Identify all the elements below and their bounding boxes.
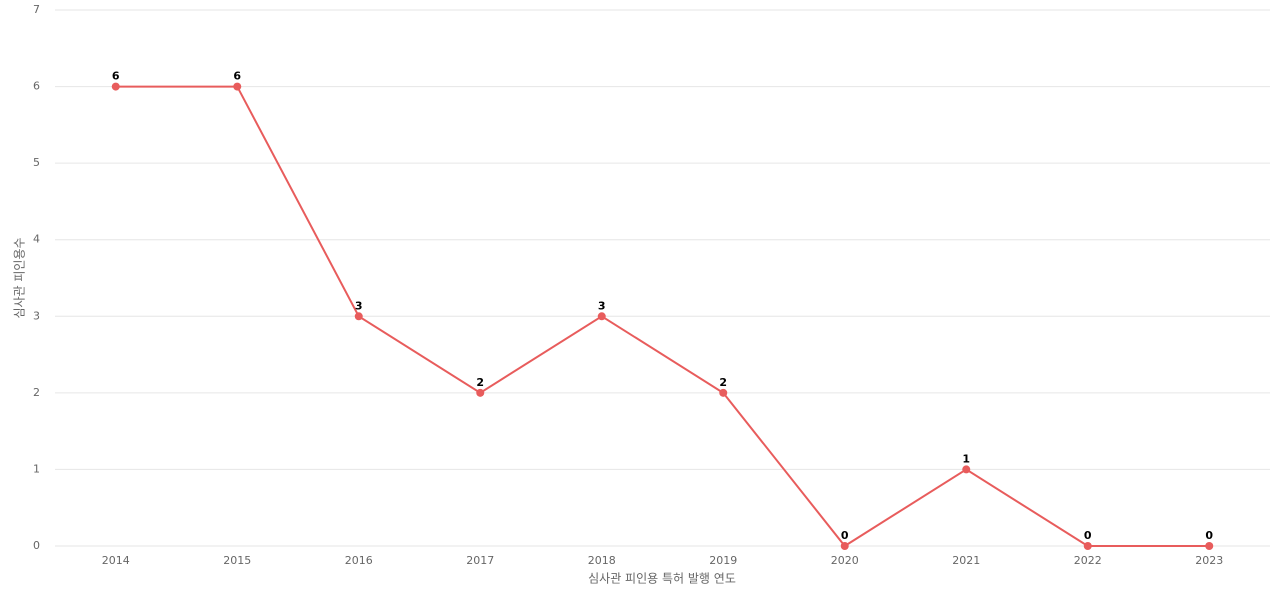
value-label: 3	[355, 299, 363, 312]
y-tick-label: 3	[33, 309, 40, 322]
point	[111, 82, 120, 91]
y-tick-label: 0	[33, 539, 40, 552]
x-tick-label: 2015	[223, 554, 251, 567]
point	[597, 312, 606, 321]
point	[719, 388, 728, 397]
point	[840, 542, 849, 550]
value-label: 6	[112, 70, 120, 83]
y-tick-label: 4	[33, 233, 40, 246]
y-tick-label: 2	[33, 386, 40, 399]
x-tick-label: 2018	[588, 554, 616, 567]
x-tick-label: 2020	[831, 554, 859, 567]
x-tick-label: 2014	[102, 554, 130, 567]
value-label: 3	[598, 299, 606, 312]
y-tick-label: 7	[33, 3, 40, 16]
point	[476, 388, 485, 397]
y-tick-label: 5	[33, 156, 40, 169]
x-tick-label: 2016	[345, 554, 373, 567]
value-label: 0	[841, 529, 849, 542]
x-axis-label: 심사관 피인용 특허 발행 연도	[588, 571, 736, 586]
point	[962, 465, 971, 474]
x-tick-label: 2021	[952, 554, 980, 567]
y-axis-label: 심사관 피인용수	[13, 237, 27, 318]
point	[354, 312, 363, 321]
y-tick-label: 6	[33, 80, 40, 93]
x-tick-label: 2023	[1195, 554, 1223, 567]
point	[1083, 542, 1092, 550]
value-label: 0	[1205, 529, 1213, 542]
line	[115, 85, 1210, 548]
point	[233, 82, 242, 91]
value-label: 6	[233, 70, 241, 83]
point	[1205, 542, 1214, 550]
x-tick-label: 2017	[466, 554, 494, 567]
value-label: 0	[1084, 529, 1092, 542]
value-label: 2	[719, 376, 727, 389]
value-label: 1	[962, 452, 970, 465]
value-label: 2	[476, 376, 484, 389]
y-tick-label: 1	[33, 462, 40, 475]
x-tick-label: 2022	[1074, 554, 1102, 567]
x-tick-label: 2019	[709, 554, 737, 567]
